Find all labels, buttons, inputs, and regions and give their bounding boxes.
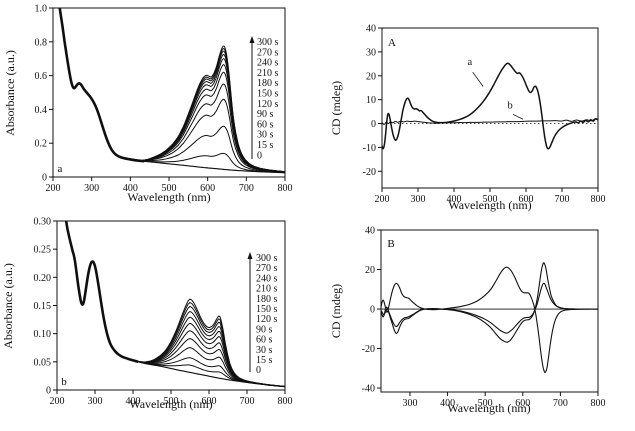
svg-text:300 s: 300 s xyxy=(257,37,279,48)
svg-text:120 s: 120 s xyxy=(256,314,278,325)
svg-text:90 s: 90 s xyxy=(257,109,274,120)
svg-text:0.30: 0.30 xyxy=(34,217,52,228)
svg-text:Wavelength (nm): Wavelength (nm) xyxy=(129,397,212,411)
svg-text:a: a xyxy=(58,163,63,175)
svg-text:300 s: 300 s xyxy=(256,253,278,264)
svg-text:400: 400 xyxy=(123,183,138,194)
svg-text:40: 40 xyxy=(365,226,375,237)
svg-text:60 s: 60 s xyxy=(257,119,274,130)
svg-text:20: 20 xyxy=(365,265,375,276)
svg-text:0.25: 0.25 xyxy=(34,245,52,256)
svg-text:400: 400 xyxy=(126,396,141,407)
svg-text:-10: -10 xyxy=(363,143,376,154)
svg-text:200: 200 xyxy=(50,396,65,407)
svg-text:Wavelength (nm): Wavelength (nm) xyxy=(127,190,210,204)
svg-text:800: 800 xyxy=(278,396,293,407)
svg-text:CD (mdeg): CD (mdeg) xyxy=(329,81,343,135)
svg-text:300: 300 xyxy=(84,183,99,194)
absorbance-spectra-panel-b: 200 300 400 500 600 700 800 0 0.05 0.10 0.15 0.20 0.… xyxy=(0,215,318,431)
svg-text:Wavelength (nm): Wavelength (nm) xyxy=(447,401,530,415)
svg-text:-20: -20 xyxy=(362,344,375,355)
cd-spectra-panel-A: 200 300 400 500 600 700 800 -20 -10 0 10 20 30 40 Wave… xyxy=(318,0,635,215)
svg-text:-20: -20 xyxy=(363,167,376,178)
svg-text:CD (mdeg): CD (mdeg) xyxy=(329,284,343,338)
svg-text:600: 600 xyxy=(519,194,534,205)
svg-text:180 s: 180 s xyxy=(257,78,279,89)
svg-text:800: 800 xyxy=(591,398,606,409)
svg-text:b: b xyxy=(61,376,67,388)
svg-text:700: 700 xyxy=(240,396,255,407)
svg-text:Absorbance (a.u.): Absorbance (a.u.) xyxy=(1,263,15,349)
absorbance-spectra-panel-a: 200 300 400 500 600 700 800 0 0.2 0.4 0.6 0.8 1.0 Wav… xyxy=(0,0,318,215)
svg-text:800: 800 xyxy=(591,194,606,205)
svg-text:0.4: 0.4 xyxy=(35,105,48,116)
svg-text:500: 500 xyxy=(162,183,177,194)
svg-text:0: 0 xyxy=(257,150,262,161)
svg-text:240 s: 240 s xyxy=(257,58,279,69)
cd-spectra-panel-B: 300 400 500 600 700 800 -40 -20 0 20 40 Wavelength … xyxy=(318,215,635,431)
svg-text:0.10: 0.10 xyxy=(34,329,52,340)
svg-text:210 s: 210 s xyxy=(256,284,278,295)
svg-text:180 s: 180 s xyxy=(256,294,278,305)
svg-text:15 s: 15 s xyxy=(257,140,274,151)
svg-text:Absorbance (a.u.): Absorbance (a.u.) xyxy=(3,50,17,136)
svg-text:200: 200 xyxy=(46,183,61,194)
svg-text:15 s: 15 s xyxy=(256,355,273,366)
svg-text:0: 0 xyxy=(370,305,375,316)
svg-text:10: 10 xyxy=(366,95,376,106)
svg-text:700: 700 xyxy=(555,194,570,205)
svg-text:300: 300 xyxy=(88,396,103,407)
svg-text:120 s: 120 s xyxy=(257,99,279,110)
svg-text:300: 300 xyxy=(402,398,417,409)
svg-text:500: 500 xyxy=(478,398,493,409)
svg-text:300: 300 xyxy=(411,194,426,205)
svg-text:0.6: 0.6 xyxy=(35,71,48,82)
svg-text:90 s: 90 s xyxy=(256,324,273,335)
svg-text:60 s: 60 s xyxy=(256,335,273,346)
svg-text:600: 600 xyxy=(515,398,530,409)
svg-text:B: B xyxy=(387,238,394,250)
svg-text:600: 600 xyxy=(200,183,215,194)
svg-text:240 s: 240 s xyxy=(256,273,278,284)
svg-text:Wavelength (nm): Wavelength (nm) xyxy=(448,198,531,212)
svg-text:500: 500 xyxy=(164,396,179,407)
svg-text:150 s: 150 s xyxy=(256,304,278,315)
svg-text:400: 400 xyxy=(440,398,455,409)
svg-text:400: 400 xyxy=(447,194,462,205)
svg-text:a: a xyxy=(468,57,473,68)
svg-text:b: b xyxy=(508,101,513,112)
svg-text:600: 600 xyxy=(202,396,217,407)
svg-text:270 s: 270 s xyxy=(257,47,279,58)
svg-text:1.0: 1.0 xyxy=(35,4,48,15)
svg-text:0: 0 xyxy=(46,386,51,397)
svg-text:30: 30 xyxy=(366,47,376,58)
svg-text:0: 0 xyxy=(42,173,47,184)
svg-text:200: 200 xyxy=(375,194,390,205)
svg-text:0.20: 0.20 xyxy=(34,273,52,284)
svg-text:-40: -40 xyxy=(362,384,375,395)
svg-text:150 s: 150 s xyxy=(257,89,279,100)
svg-text:500: 500 xyxy=(483,194,498,205)
svg-text:270 s: 270 s xyxy=(256,263,278,274)
svg-text:0.15: 0.15 xyxy=(34,301,52,312)
svg-text:20: 20 xyxy=(366,71,376,82)
svg-text:0.2: 0.2 xyxy=(35,139,48,150)
svg-text:210 s: 210 s xyxy=(257,68,279,79)
svg-text:30 s: 30 s xyxy=(256,345,273,356)
svg-text:700: 700 xyxy=(553,398,568,409)
svg-text:A: A xyxy=(388,37,396,49)
svg-text:0: 0 xyxy=(256,365,261,376)
svg-text:800: 800 xyxy=(278,183,293,194)
svg-text:0: 0 xyxy=(371,119,376,130)
svg-text:30 s: 30 s xyxy=(257,130,274,141)
svg-text:700: 700 xyxy=(239,183,254,194)
svg-text:0.05: 0.05 xyxy=(34,357,52,368)
svg-text:0.8: 0.8 xyxy=(35,37,48,48)
svg-text:40: 40 xyxy=(366,24,376,35)
